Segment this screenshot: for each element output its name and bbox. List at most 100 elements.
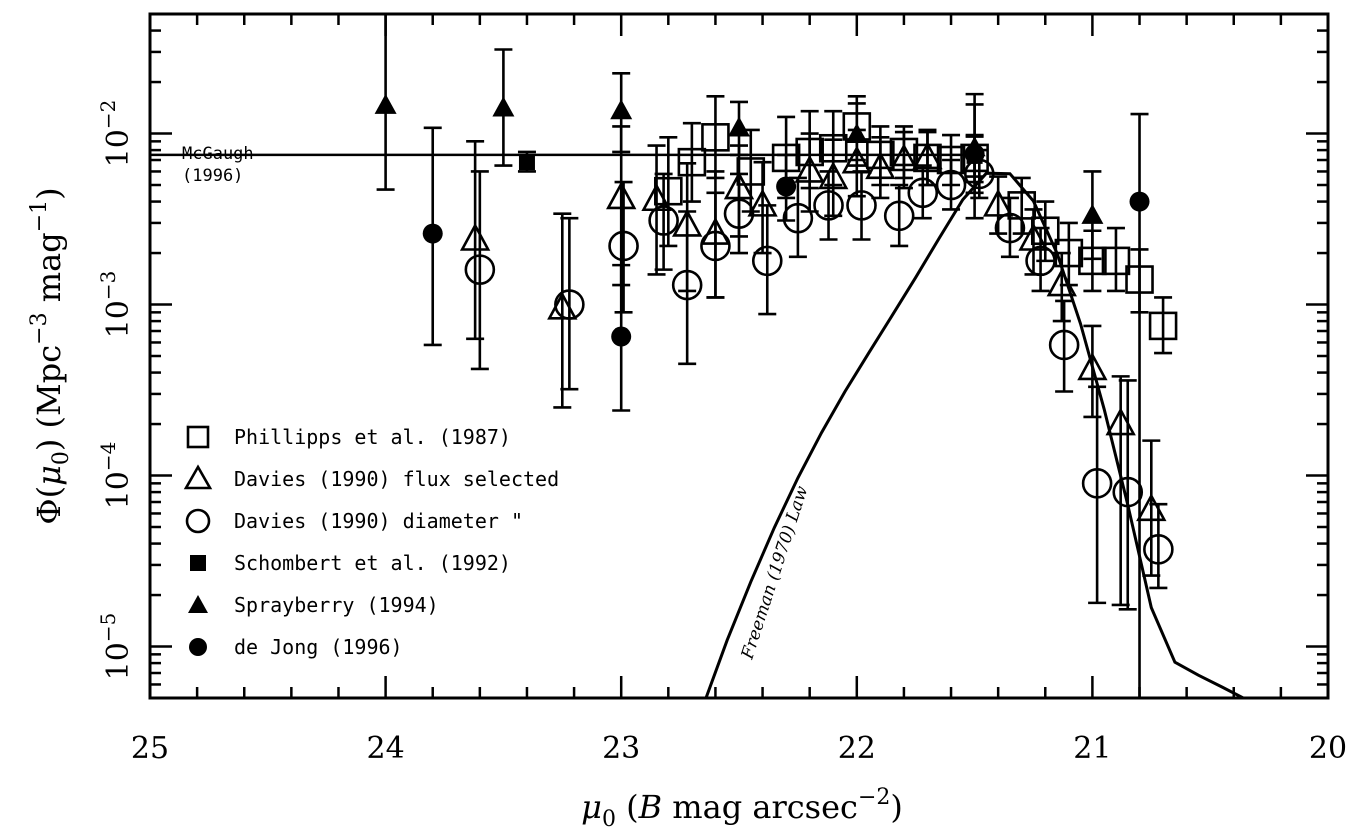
marker-filled-circle	[1129, 191, 1150, 212]
legend-entry: Davies (1990) flux selected	[183, 464, 559, 491]
data-point	[464, 170, 496, 371]
data-point	[751, 204, 783, 316]
x-tick-label: 22	[838, 731, 876, 766]
y-title-exp2: −1	[27, 200, 52, 232]
data-point	[701, 95, 730, 180]
data-point	[994, 196, 1026, 259]
marker-open-circle	[782, 202, 814, 234]
y-tick-label: 10−4	[96, 442, 136, 510]
marker-open-circle	[723, 198, 755, 229]
data-point	[1129, 112, 1150, 698]
data-point	[723, 172, 755, 255]
marker-open-triangle	[818, 161, 849, 190]
marker-open-circle	[907, 177, 939, 209]
data-point	[1081, 385, 1113, 605]
y-title-close: )	[30, 187, 68, 199]
data-point	[1148, 296, 1178, 355]
data-point	[912, 130, 943, 187]
x-tick-label: 25	[131, 731, 169, 766]
marker-open-triangle	[912, 141, 943, 170]
data-point	[1101, 226, 1131, 293]
data-point	[813, 170, 844, 241]
data-point	[1081, 170, 1104, 261]
legend-label: Schombert et al. (1992)	[234, 551, 511, 575]
series-open-circle	[464, 148, 1174, 611]
freeman-curve	[704, 171, 1244, 698]
x-axis-title: μ0 (B mag arcsec−2)	[581, 785, 903, 832]
x-title-sub: 0	[602, 807, 616, 832]
data-point	[1112, 379, 1144, 611]
data-point	[776, 153, 797, 222]
x-title-exp: −2	[858, 785, 890, 810]
marker-filled-triangle	[610, 99, 633, 120]
y-tick-label: 10−5	[96, 613, 136, 681]
x-tick-label: 23	[602, 731, 640, 766]
data-point	[641, 144, 672, 276]
data-point	[610, 72, 633, 154]
legend-entry: de Jong (1996)	[189, 635, 403, 659]
marker-filled-circle	[776, 176, 797, 197]
legend-label: Phillipps et al. (1987)	[234, 425, 511, 449]
y-axis-title: Φ(μ0) (Mpc−3 mag−1)	[27, 187, 74, 524]
data-point	[728, 100, 750, 157]
data-point	[1025, 226, 1056, 293]
marker-open-circle	[751, 245, 783, 277]
mcgaugh-year: (1996)	[182, 166, 243, 186]
marker-open-circle	[813, 190, 844, 221]
legend-marker-filled-triangle	[188, 595, 208, 613]
legend-marker-open-triangle	[183, 464, 213, 490]
data-point	[935, 158, 967, 211]
x-title-unit: mag arcsec	[662, 788, 858, 826]
data-point	[671, 210, 703, 366]
legend-label: Davies (1990) diameter "	[234, 509, 523, 533]
y-title-mid: ) (Mpc	[30, 345, 68, 451]
data-point	[611, 263, 632, 412]
legend-marker-filled-circle	[189, 638, 207, 656]
legend-marker-filled-square	[190, 555, 206, 571]
marker-open-circle	[1048, 329, 1080, 361]
x-title-close: )	[890, 788, 902, 826]
x-title-mu: μ	[581, 788, 602, 826]
data-point	[782, 176, 814, 259]
data-point	[1007, 176, 1037, 235]
marker-open-circle	[671, 269, 703, 301]
y-tick-exp: −3	[96, 271, 120, 300]
y-tick-exp: −5	[96, 613, 120, 642]
marker-open-triangle	[1046, 268, 1077, 297]
y-tick-base: 10	[101, 471, 136, 509]
series-filled-circle	[422, 92, 1150, 698]
y-tick-exp: −2	[96, 100, 120, 129]
mcgaugh-label: McGaugh	[182, 144, 254, 164]
data-point	[907, 164, 939, 220]
legend-entry: Phillipps et al. (1987)	[186, 425, 511, 449]
marker-open-circle	[1112, 476, 1144, 508]
legend-label: Sprayberry (1994)	[234, 593, 439, 617]
data-point	[883, 183, 915, 248]
marker-filled-triangle	[492, 96, 515, 117]
marker-open-circle	[935, 169, 967, 201]
data-point	[1105, 375, 1136, 607]
marker-open-triangle	[459, 222, 491, 251]
marker-open-triangle	[1077, 352, 1108, 381]
marker-open-square	[1148, 311, 1178, 341]
data-point	[794, 132, 825, 213]
x-title-band: B	[638, 788, 663, 826]
data-point	[1048, 299, 1080, 393]
y-title-phi: Φ(	[30, 486, 68, 525]
y-title-mu: μ	[30, 465, 68, 486]
y-title-mag: mag	[30, 232, 68, 312]
legend-entry: Schombert et al. (1992)	[190, 551, 511, 575]
x-title-open: (	[616, 788, 639, 826]
marker-filled-circle	[611, 326, 632, 347]
legend-label: Davies (1990) flux selected	[234, 467, 559, 491]
marker-open-triangle	[747, 188, 778, 217]
y-tick-exp: −4	[96, 442, 120, 471]
data-point	[459, 140, 491, 341]
freeman-label: Freeman (1970) Law	[737, 483, 812, 662]
marker-filled-triangle	[1081, 203, 1104, 224]
marker-filled-circle	[964, 143, 985, 164]
y-title-sub: 0	[49, 451, 74, 465]
data-point	[374, 14, 397, 191]
data-point	[1046, 251, 1077, 323]
